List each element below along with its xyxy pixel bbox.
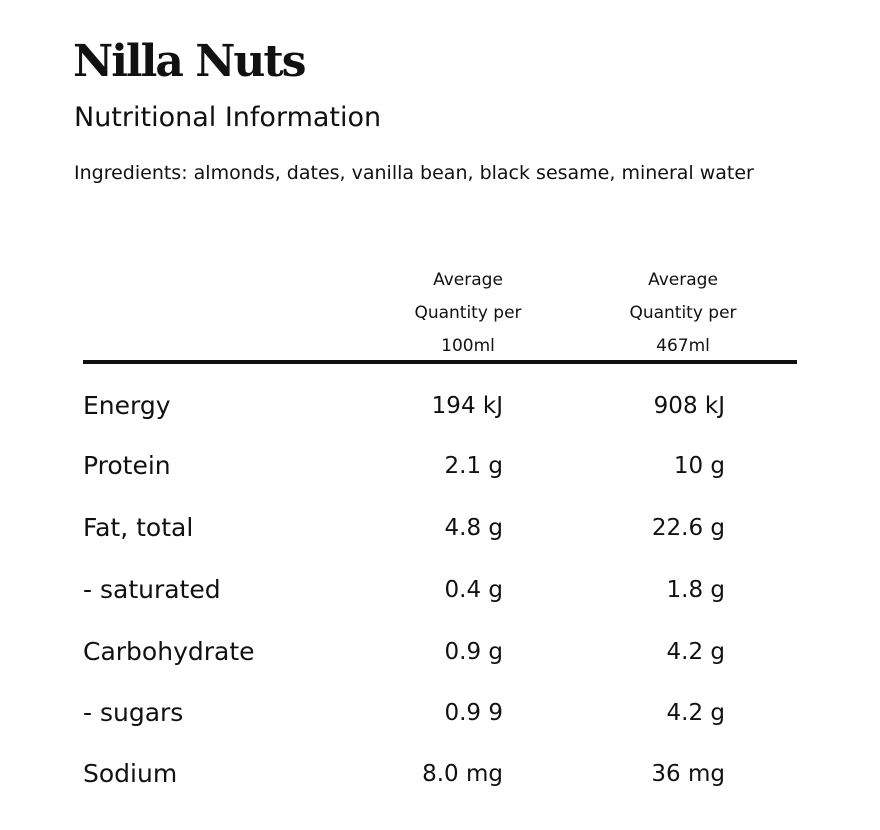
column-header-line: Quantity per [414, 303, 522, 323]
value-per-467ml: 4.2 g [666, 639, 726, 665]
column-header-line: Quantity per [629, 303, 737, 323]
column-header-per-100ml: Average Quantity per 100ml [383, 264, 553, 363]
nutrient-label: Fat, total [83, 513, 194, 542]
nutrient-label: Protein [83, 451, 171, 480]
value-per-467ml: 10 g [673, 453, 725, 479]
nutrient-label: - sugars [83, 698, 184, 727]
value-per-100ml: 0.9 9 [444, 700, 503, 726]
value-per-100ml: 2.1 g [444, 453, 504, 479]
value-per-100ml: 0.4 g [444, 577, 504, 603]
value-per-467ml: 4.2 g [666, 700, 726, 726]
column-header-line: 100ml [441, 336, 495, 356]
value-per-100ml: 0.9 g [444, 639, 504, 665]
nutrient-label: Sodium [83, 759, 178, 788]
section-subtitle: Nutritional Information [74, 102, 382, 133]
nutrient-label: Carbohydrate [83, 637, 255, 666]
value-per-467ml: 22.6 g [651, 515, 725, 541]
nutrient-label: - saturated [83, 575, 221, 604]
table-row: - saturated 0.4 g 1.8 g [83, 570, 797, 610]
column-header-per-467ml: Average Quantity per 467ml [598, 264, 768, 363]
table-row: Fat, total 4.8 g 22.6 g [83, 508, 797, 548]
nutrient-label: Energy [83, 391, 171, 420]
header-divider [83, 360, 797, 364]
product-title: Nilla Nuts [73, 36, 306, 87]
value-per-100ml: 8.0 mg [422, 761, 503, 787]
value-per-100ml: 194 kJ [431, 393, 503, 419]
table-row: - sugars 0.9 9 4.2 g [83, 693, 797, 733]
value-per-467ml: 1.8 g [666, 577, 726, 603]
value-per-467ml: 908 kJ [653, 393, 725, 419]
ingredients-text: Ingredients: almonds, dates, vanilla bea… [74, 162, 754, 184]
column-header-line: Average [648, 270, 718, 290]
table-row: Sodium 8.0 mg 36 mg [83, 754, 797, 794]
value-per-467ml: 36 mg [651, 761, 725, 787]
table-row: Energy 194 kJ 908 kJ [83, 386, 797, 426]
column-header-line: 467ml [656, 336, 710, 356]
table-row: Carbohydrate 0.9 g 4.2 g [83, 632, 797, 672]
column-header-line: Average [433, 270, 503, 290]
value-per-100ml: 4.8 g [444, 515, 504, 541]
table-row: Protein 2.1 g 10 g [83, 446, 797, 486]
